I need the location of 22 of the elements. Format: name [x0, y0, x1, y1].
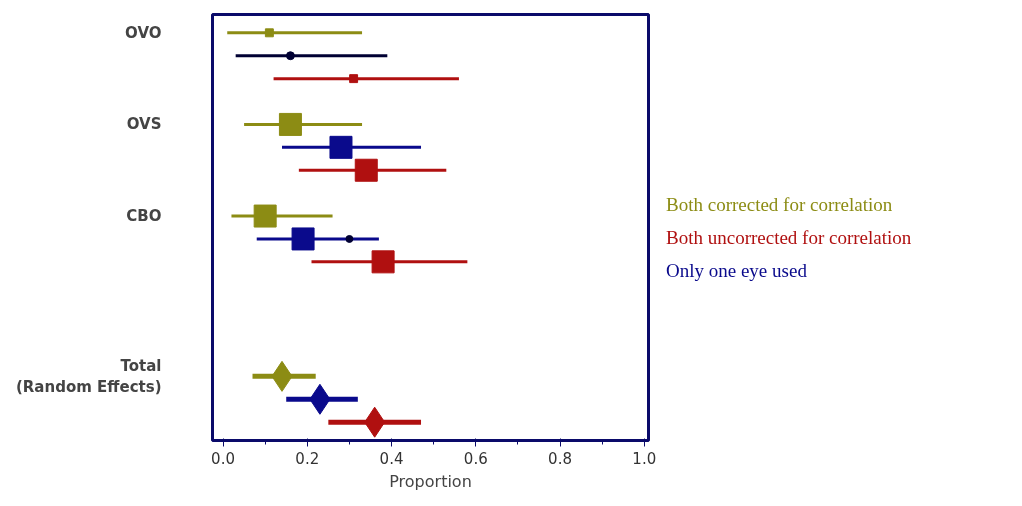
x-tick-label: 0.6	[463, 449, 488, 468]
x-tick-label: 0.2	[295, 449, 320, 468]
point	[345, 234, 354, 243]
point	[253, 204, 277, 228]
point	[329, 135, 353, 159]
x-tick-label: 0.0	[211, 449, 235, 468]
text: Both uncorrected for correlation	[666, 226, 912, 251]
point	[278, 112, 302, 136]
x-tick-label: 1.0	[632, 449, 657, 468]
text: Both corrected for correlation	[666, 193, 894, 217]
y-tick-label: Total (Random Effects)	[15, 356, 162, 397]
x-tick-label: 0.8	[548, 449, 572, 468]
point	[371, 250, 395, 274]
y-tick-label: OVO	[125, 23, 162, 42]
x-axis-title: Proportion	[389, 471, 472, 491]
y-tick-label: CBO	[126, 207, 162, 226]
point	[354, 158, 378, 182]
x-tick-label: 0.4	[379, 449, 404, 468]
point	[291, 227, 315, 251]
text: Only one eye used	[666, 259, 808, 284]
y-tick-label: OVS	[126, 115, 162, 134]
point	[285, 51, 295, 61]
